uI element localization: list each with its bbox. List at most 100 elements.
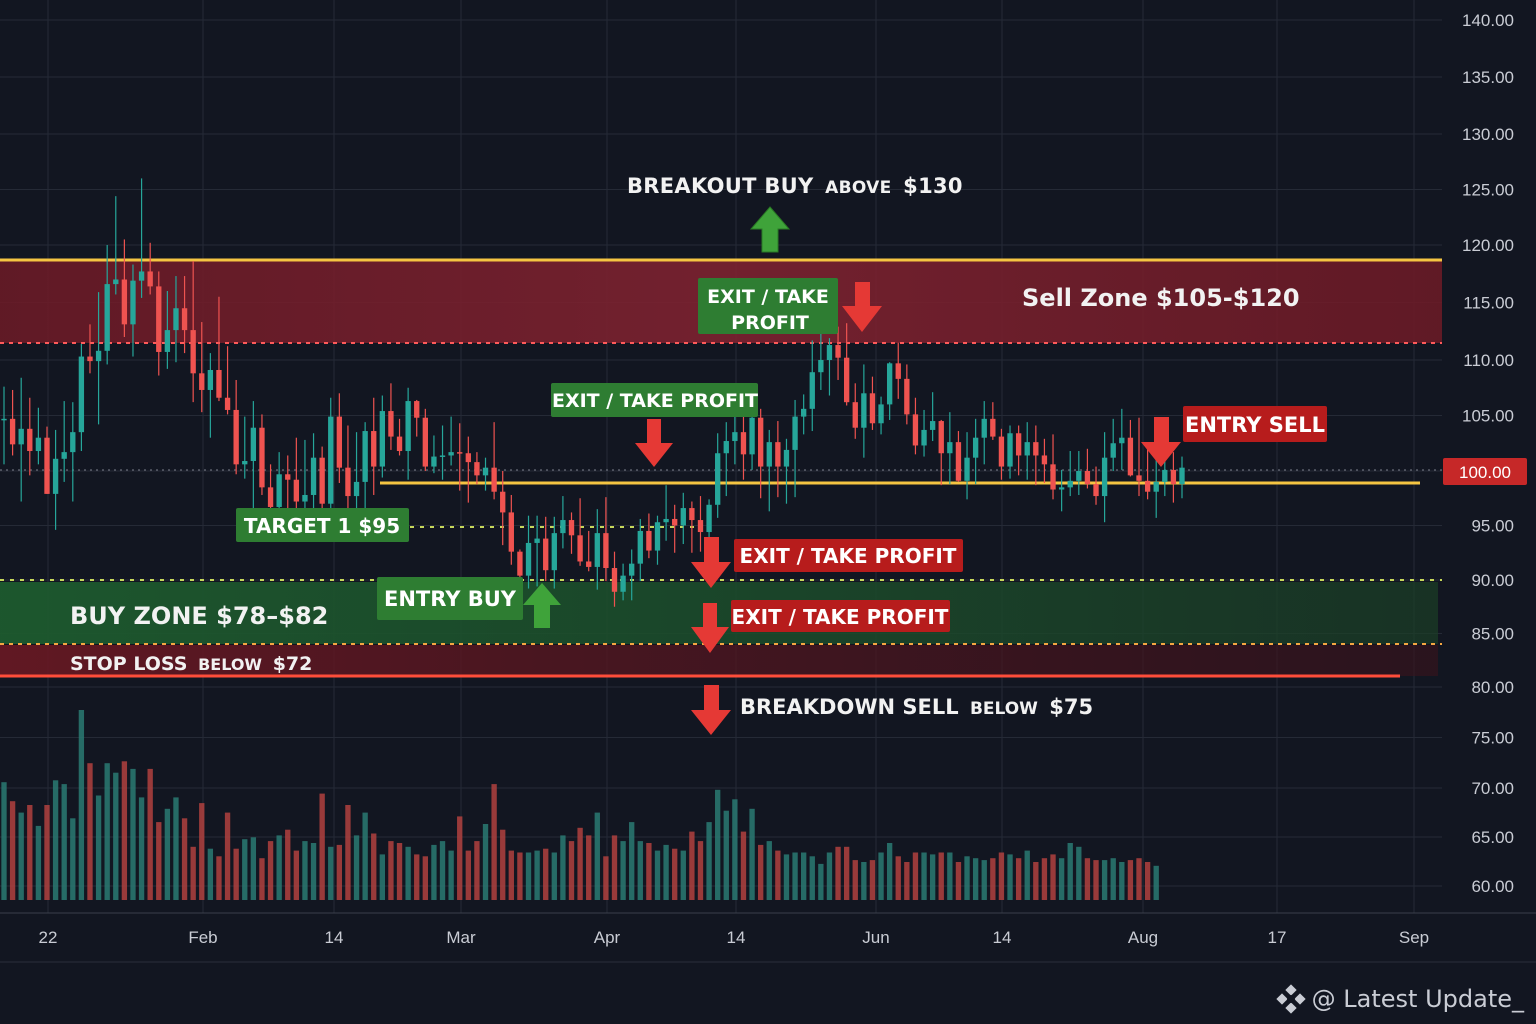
volume-bar <box>319 793 325 900</box>
volume-bar <box>345 805 351 900</box>
candle-body <box>1110 443 1116 458</box>
volume-bar <box>267 841 274 900</box>
volume-bar <box>672 848 678 900</box>
x-tick-label: 22 <box>39 928 58 947</box>
volume-bar <box>1136 858 1142 900</box>
up-arrow-icon <box>523 583 561 628</box>
candle-body <box>577 535 583 562</box>
volume-bar <box>861 862 867 900</box>
candle-body <box>517 551 523 576</box>
grid-lines <box>0 0 1442 913</box>
svg-text:BREAKDOWN SELL BELOW: BREAKDOWN SELL BELOW $75 <box>740 695 1093 719</box>
volume-bar <box>525 852 532 900</box>
volume-bar <box>586 835 592 900</box>
volume-bar <box>302 841 308 900</box>
volume-bar <box>27 805 33 900</box>
volume-bars <box>1 710 1159 900</box>
candle-body <box>35 437 42 452</box>
breakdown-annotation: BREAKDOWN SELL BELOW $75 <box>691 685 1093 735</box>
candle-body <box>310 457 317 495</box>
volume-bar <box>414 854 420 900</box>
volume-bar <box>783 854 790 900</box>
candle-body <box>792 416 798 450</box>
candle-body <box>1015 433 1022 456</box>
volume-bar <box>534 850 540 900</box>
volume-bar <box>800 852 807 900</box>
y-tick-label: 95.00 <box>1471 517 1514 536</box>
volume-bar <box>706 822 712 900</box>
candle-body <box>1101 457 1108 497</box>
x-tick-label: Feb <box>188 928 217 947</box>
volume-bar <box>138 797 145 900</box>
volume-bar <box>371 833 377 900</box>
volume-bar <box>147 768 153 900</box>
volume-bar <box>1110 858 1116 900</box>
candle-body <box>1144 480 1151 492</box>
candle-body <box>1050 464 1056 490</box>
candle-body <box>835 345 841 358</box>
exit-take-profit-r2: EXIT / TAKE PROFIT <box>691 600 950 653</box>
candle-body <box>233 409 239 465</box>
volume-bar <box>1119 862 1125 900</box>
candle-body <box>78 356 85 433</box>
candle-body <box>388 411 394 437</box>
candle-body <box>113 279 119 285</box>
volume-bar <box>1058 858 1065 900</box>
candle-body <box>1058 487 1065 490</box>
candle-body <box>732 432 738 442</box>
candle-body <box>216 369 222 398</box>
stop-loss-label: STOP LOSS BELOW $72 <box>70 653 312 675</box>
entry-sell: ENTRY SELL <box>1141 406 1327 467</box>
volume-bar <box>130 768 136 900</box>
exit-take-profit-mid: EXIT / TAKE PROFIT <box>551 383 758 467</box>
volume-bar <box>164 808 171 900</box>
volume-bar <box>1084 858 1091 900</box>
svg-text:EXIT / TAKE PROFIT: EXIT / TAKE PROFIT <box>552 390 758 412</box>
candle-body <box>783 449 790 467</box>
candle-body <box>921 429 927 446</box>
candlesticks <box>1 178 1185 607</box>
volume-bar <box>431 844 437 900</box>
candle-body <box>551 533 557 571</box>
volume-bar <box>70 818 76 900</box>
candle-body <box>620 575 626 592</box>
candle-body <box>95 350 102 362</box>
candle-body <box>1179 467 1185 485</box>
x-tick-label: Aug <box>1128 928 1158 947</box>
candle-body <box>199 373 205 390</box>
volume-bar <box>568 841 575 900</box>
volume-bar <box>1076 846 1082 900</box>
svg-text:ENTRY SELL: ENTRY SELL <box>1185 413 1325 437</box>
volume-bar <box>181 818 188 900</box>
sell-zone-label: Sell Zone $105-$120 <box>1022 284 1300 312</box>
candle-body <box>723 441 729 454</box>
y-tick-label: 65.00 <box>1471 828 1514 847</box>
volume-bar <box>1144 862 1151 900</box>
candle-body <box>353 481 360 497</box>
candle-body <box>758 417 764 467</box>
volume-bar <box>1093 860 1099 900</box>
volume-bar <box>852 860 858 900</box>
volume-bar <box>1050 854 1056 900</box>
volume-bar <box>517 852 523 900</box>
candle-body <box>164 330 171 352</box>
candle-body <box>147 271 153 287</box>
candle-body <box>594 533 600 567</box>
candle-body <box>964 457 970 481</box>
watermark-text: @ Latest Update_ <box>1311 985 1524 1013</box>
entry-buy: ENTRY BUY <box>377 577 561 628</box>
volume-bar <box>156 822 162 900</box>
binance-logo-icon <box>1275 984 1306 1014</box>
y-axis: 140.00 135.00 130.00 125.00 120.00 115.00 110.… <box>1462 11 1514 896</box>
down-arrow-icon <box>842 282 882 332</box>
candle-body <box>990 418 996 437</box>
volume-bar <box>439 841 446 900</box>
candle-body <box>259 427 265 488</box>
down-arrow-icon <box>691 603 729 653</box>
candle-body <box>646 530 652 551</box>
volume-bar <box>457 816 463 900</box>
candle-body <box>715 453 721 505</box>
volume-bar <box>964 856 970 900</box>
volume-bar <box>233 848 239 900</box>
